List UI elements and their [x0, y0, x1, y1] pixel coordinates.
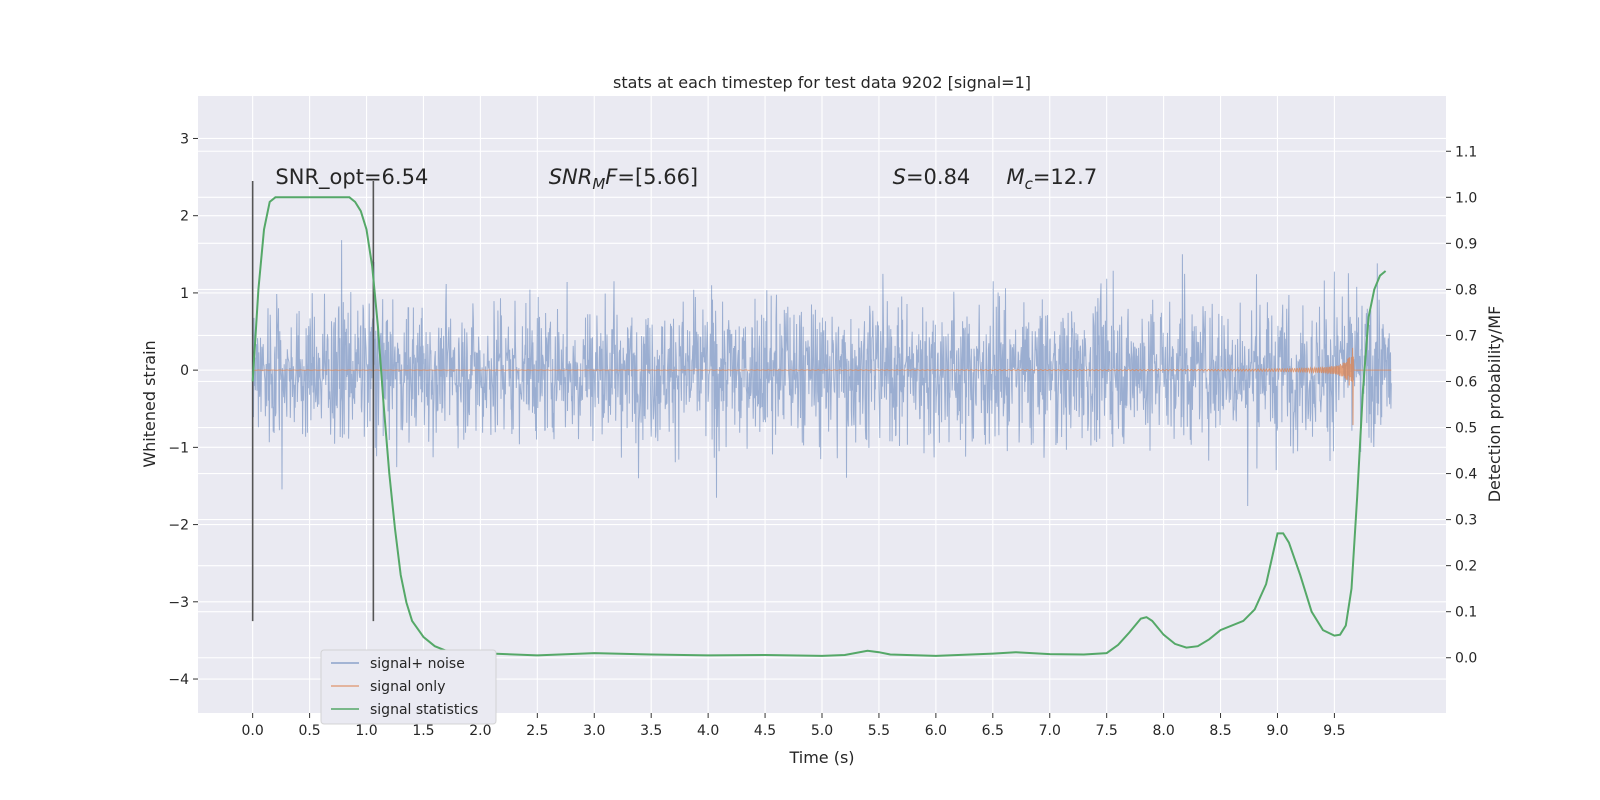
y2-tick-label: 1.1 [1455, 144, 1477, 160]
series-signal-noise [252, 240, 1392, 507]
y2-tick-label: 0.5 [1455, 421, 1477, 437]
x-tick-label: 7.0 [1039, 723, 1061, 739]
annotation-label: Mc=12.7 [1006, 165, 1097, 193]
y2-tick-label: 1.0 [1455, 190, 1477, 206]
x-tick-label: 1.0 [355, 723, 377, 739]
y-tick-label: −1 [168, 440, 189, 456]
legend-box [320, 649, 497, 725]
x-tick-label: 0.5 [298, 723, 320, 739]
x-tick-label: 6.0 [925, 723, 947, 739]
stats-line [251, 196, 1387, 657]
y-tick-label: 2 [180, 209, 189, 225]
x-tick-label: 5.0 [811, 723, 833, 739]
signal-trace [252, 347, 1392, 426]
x-tick-label: 3.5 [640, 723, 662, 739]
y2-tick-label: 0.4 [1455, 467, 1477, 483]
annotation-label: SNR_opt=6.54 [275, 165, 428, 190]
legend-label-stats: signal statistics [370, 702, 478, 718]
y2-tick-label: 0.0 [1455, 651, 1477, 667]
y-tick-label: 3 [180, 131, 189, 147]
y2-tick-label: 0.6 [1455, 374, 1477, 390]
y2-tick-label: 0.8 [1455, 282, 1477, 298]
x-tick-label: 7.5 [1096, 723, 1118, 739]
x-tick-label: 8.0 [1152, 723, 1174, 739]
y2-axis-label: Detection probability/MF [1485, 306, 1504, 503]
y2-tick-label: 0.1 [1455, 605, 1477, 621]
x-tick-label: 4.5 [754, 723, 776, 739]
y2-tick-label: 0.2 [1455, 559, 1477, 575]
legend-label-signal: signal only [370, 679, 445, 695]
x-tick-label: 4.0 [697, 723, 719, 739]
x-tick-label: 6.5 [982, 723, 1004, 739]
legend-label-noise: signal+ noise [370, 656, 465, 672]
series-signal-statistics [251, 196, 1387, 657]
x-tick-label: 9.0 [1266, 723, 1288, 739]
x-tick-label: 9.5 [1323, 723, 1345, 739]
x-tick-label: 3.0 [583, 723, 605, 739]
marker-lines [251, 180, 375, 622]
y-tick-label: 0 [180, 363, 189, 379]
y-tick-label: −2 [168, 518, 189, 534]
legend: signal+ noise signal only signal statist… [320, 649, 497, 725]
y-axis-label: Whitened strain [140, 340, 159, 467]
x-tick-label: 1.5 [412, 723, 434, 739]
x-tick-label: 2.5 [526, 723, 548, 739]
y2-axis-ticks: 1.1 1.0 0.9 0.8 0.7 0.6 0.5 0.4 0.3 0.2 0.1 0.0 [1446, 144, 1477, 667]
x-axis-label: Time (s) [788, 748, 854, 767]
noise-trace [252, 240, 1392, 507]
annotation-label: SNRMF=[5.66] [549, 165, 698, 193]
y-axis-ticks: 3 2 1 0 −1 −2 −3 −4 [168, 131, 198, 688]
y2-tick-label: 0.9 [1455, 236, 1477, 252]
x-tick-label: 8.5 [1209, 723, 1231, 739]
y2-tick-label: 0.3 [1455, 513, 1477, 529]
y-tick-label: −3 [168, 595, 189, 611]
x-axis-ticks: 0.0 0.5 1.0 1.5 2.0 2.5 3.0 3.5 4.0 4.5 5.0 5.5 6.0 6… [242, 713, 1346, 739]
grid-lines [198, 96, 1446, 713]
annotations: SNR_opt=6.54 SNRMF=[5.66] S=0.84 Mc=12.7 [275, 165, 1097, 193]
x-tick-label: 2.0 [469, 723, 491, 739]
y2-tick-label: 0.7 [1455, 328, 1477, 344]
x-tick-label: 0.0 [242, 723, 264, 739]
y-tick-label: −4 [168, 672, 189, 688]
y-tick-label: 1 [180, 286, 189, 302]
series-signal-only [252, 347, 1392, 426]
x-tick-label: 5.5 [868, 723, 890, 739]
annotation-label: S=0.84 [893, 165, 971, 189]
chart-title: stats at each timestep for test data 920… [613, 73, 1031, 92]
